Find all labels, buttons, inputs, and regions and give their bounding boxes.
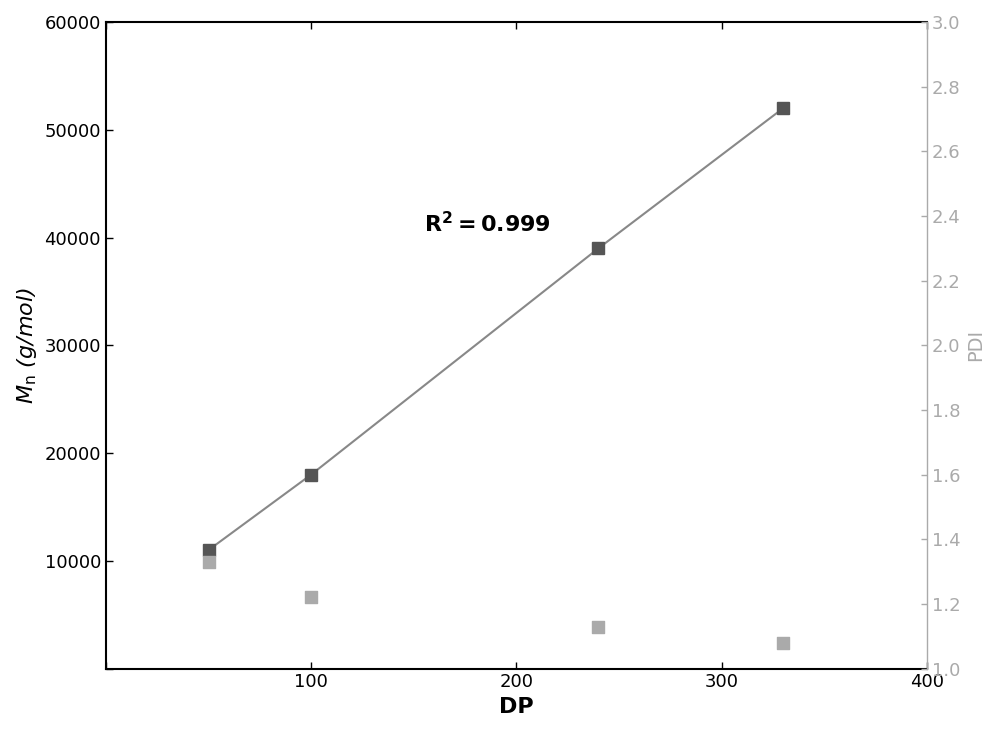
Text: $\mathbf{R^2 = 0.999}$: $\mathbf{R^2 = 0.999}$ <box>424 211 551 236</box>
Point <box>775 637 791 649</box>
Y-axis label: $M_{\mathrm{n}}$ (g/mol): $M_{\mathrm{n}}$ (g/mol) <box>15 287 39 404</box>
Point <box>303 591 319 603</box>
Point <box>590 621 606 632</box>
Point <box>201 556 217 568</box>
Y-axis label: PDI: PDI <box>966 329 985 362</box>
X-axis label: DP: DP <box>499 697 534 717</box>
